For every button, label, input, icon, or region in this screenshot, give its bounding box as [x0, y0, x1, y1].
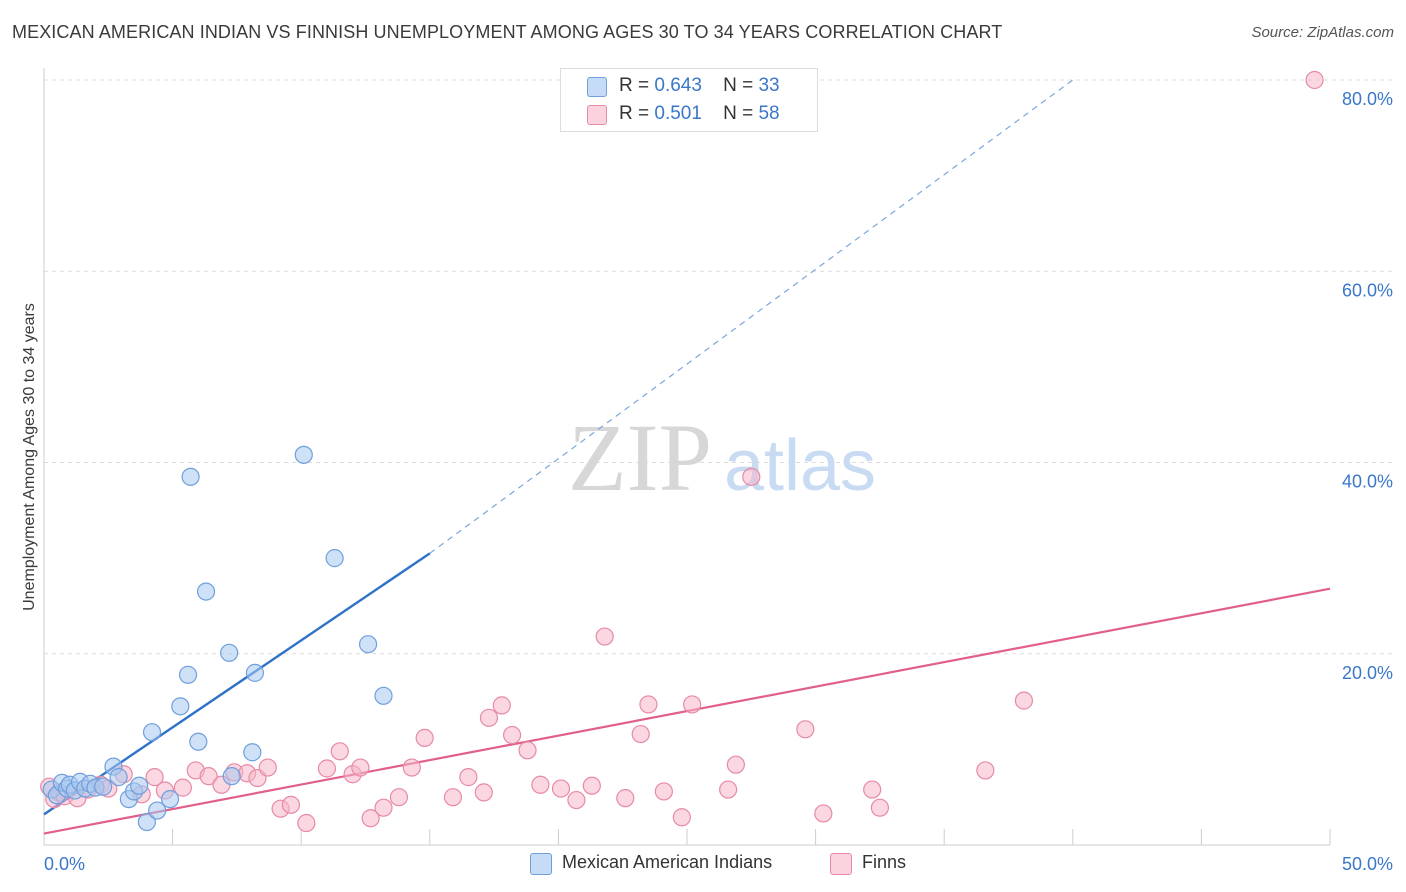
point-finns-50 [719, 780, 738, 799]
point-mexican-12 [109, 768, 128, 787]
point-finns-19 [258, 758, 277, 777]
watermark: ZIP atlas [568, 404, 876, 511]
point-finns-30 [402, 758, 421, 777]
point-finns-40 [551, 779, 571, 798]
point-finns-42 [582, 776, 601, 795]
point-finns-24 [330, 742, 349, 761]
point-mexican-32 [374, 686, 393, 705]
point-finns-36 [492, 696, 511, 715]
point-mexican-18 [148, 801, 167, 820]
point-finns-35 [479, 708, 499, 727]
legend-label-mexican: Mexican American Indians [562, 852, 773, 872]
watermark-zip: ZIP [568, 404, 712, 511]
legend-text-finns: R = 0.501 N = 58 [619, 103, 780, 124]
point-mexican-10 [94, 777, 113, 796]
point-finns-43 [595, 627, 614, 646]
y-tick-label-0: 20.0% [1342, 663, 1393, 683]
x-tick-label-0: 0.0% [44, 854, 85, 874]
legend-swatch-finns-bottom [830, 853, 852, 875]
point-finns-27 [361, 809, 380, 828]
point-finns-51 [726, 755, 745, 774]
y-tick-label-1: 40.0% [1342, 472, 1393, 492]
point-finns-55 [870, 798, 890, 817]
axes [43, 68, 1331, 846]
point-finns-29 [389, 788, 409, 807]
point-mexican-30 [325, 549, 344, 568]
point-finns-32 [443, 788, 463, 807]
point-finns-14 [199, 767, 218, 786]
x-tick-label-1: 50.0% [1342, 854, 1393, 874]
point-finns-10 [145, 768, 164, 787]
point-finns-49 [683, 695, 702, 714]
tick-labels: 20.0% 40.0% 60.0% 80.0% 0.0% 50.0% [44, 89, 1393, 874]
grid-lines [44, 79, 1392, 655]
point-mexican-19 [160, 789, 180, 809]
point-finns-37 [503, 725, 522, 745]
point-mexican-23 [189, 732, 208, 751]
point-finns-52 [796, 720, 815, 739]
point-mexican-26 [222, 767, 241, 786]
point-finns-44 [616, 789, 635, 808]
legend-swatch-mexican [587, 77, 607, 97]
point-mexican-25 [220, 643, 239, 662]
point-finns-23 [317, 759, 337, 778]
point-finns-45 [631, 724, 650, 744]
point-finns-54 [863, 780, 882, 799]
point-finns-57 [1014, 691, 1034, 710]
point-mexican-21 [178, 665, 198, 684]
point-finns-56 [976, 761, 995, 780]
y-tick-label-3: 80.0% [1342, 89, 1393, 109]
trendline-mexican-extension [429, 79, 1074, 554]
point-finns-41 [567, 790, 586, 810]
point-finns-22 [297, 813, 316, 833]
point-finns-38 [518, 741, 537, 760]
point-finns-28 [374, 798, 393, 817]
watermark-atlas: atlas [724, 426, 876, 506]
legend-swatch-finns [587, 105, 607, 125]
point-finns-31 [415, 728, 434, 748]
point-mexican-15 [130, 776, 149, 795]
point-finns-12 [173, 778, 192, 797]
point-finns-59 [1305, 70, 1324, 90]
point-mexican-20 [171, 697, 190, 716]
point-mexican-24 [196, 582, 216, 601]
point-finns-47 [654, 782, 673, 801]
point-finns-39 [531, 775, 550, 794]
legend-text-mexican: R = 0.643 N = 33 [619, 75, 780, 96]
point-mexican-28 [243, 743, 262, 762]
y-tick-label-2: 60.0% [1342, 280, 1393, 300]
source-label: Source: ZipAtlas.com [1251, 24, 1394, 41]
point-finns-48 [672, 808, 691, 827]
point-mexican-29 [294, 445, 313, 464]
point-mexican-27 [245, 663, 265, 682]
point-finns-21 [281, 795, 301, 814]
point-finns-53 [814, 804, 833, 823]
point-finns-58 [742, 467, 761, 486]
point-finns-34 [474, 783, 493, 802]
point-finns-26 [351, 758, 370, 777]
legend-swatch-mexican-bottom [530, 853, 552, 875]
point-mexican-17 [142, 723, 162, 742]
legend-label-finns: Finns [862, 852, 907, 872]
point-mexican-31 [358, 635, 378, 654]
correlation-legend: R = 0.643 N = 33 R = 0.501 N = 58 [560, 68, 818, 132]
point-mexican-22 [181, 467, 200, 486]
data-points [40, 70, 1324, 833]
point-finns-33 [459, 768, 478, 787]
point-mexican-16 [137, 812, 156, 832]
point-finns-46 [639, 695, 658, 714]
chart-title: MEXICAN AMERICAN INDIAN VS FINNISH UNEMP… [12, 22, 1003, 42]
